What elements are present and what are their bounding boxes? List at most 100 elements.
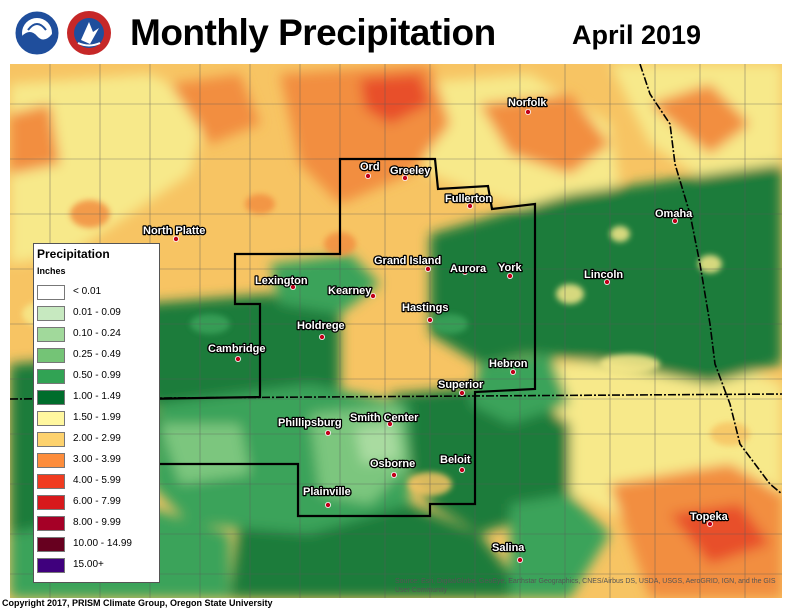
legend-swatch: [37, 327, 65, 342]
city-dot-icon: [386, 420, 393, 427]
city-dot-icon: [390, 471, 397, 478]
city-label: Cambridge: [208, 343, 265, 355]
legend-swatch: [37, 285, 65, 300]
legend-entry: 4.00 - 5.99: [37, 473, 155, 490]
city-label: Plainville: [303, 486, 351, 498]
city-dot-icon: [364, 173, 371, 180]
city-beloit: Beloit: [439, 453, 472, 473]
city-lexington: Lexington: [254, 274, 309, 290]
legend-swatch: [37, 558, 65, 573]
city-salina: Salina: [491, 541, 527, 563]
cwa-outline: [140, 157, 537, 518]
city-label: Kearney: [328, 285, 372, 297]
legend-entry: 3.00 - 3.99: [37, 452, 155, 469]
legend-swatch: [37, 453, 65, 468]
city-holdrege: Holdrege: [296, 319, 346, 340]
legend-entry: 10.00 - 14.99: [37, 536, 155, 553]
city-dot-icon: [401, 175, 408, 182]
city-label: Aurora: [450, 263, 487, 275]
city-dot-icon: [672, 217, 679, 224]
city-omaha: Omaha: [654, 207, 694, 224]
legend-swatch: [37, 537, 65, 552]
legend-title: Precipitation: [37, 247, 110, 261]
city-aurora: Aurora: [449, 262, 489, 277]
city-label: North Platte: [143, 225, 205, 237]
legend-label: 1.50 - 1.99: [73, 412, 121, 423]
legend-entry: 2.00 - 2.99: [37, 431, 155, 448]
city-grand-island: Grand Island: [373, 254, 443, 272]
map-period: April 2019: [572, 20, 702, 50]
city-dot-icon: [172, 235, 179, 242]
city-label: Grand Island: [374, 255, 441, 267]
city-norfolk: Norfolk: [507, 96, 549, 116]
city-dot-icon: [424, 265, 431, 272]
city-label: Topeka: [690, 511, 729, 523]
city-hastings: Hastings: [401, 301, 450, 323]
city-label: Norfolk: [508, 97, 547, 109]
city-markers: Norfolk Ord Greeley Fullerton North Platte Om…: [142, 96, 730, 563]
city-label: Beloit: [440, 454, 471, 466]
legend-label: 2.00 - 2.99: [73, 433, 121, 444]
legend-swatch: [37, 348, 65, 363]
city-dot-icon: [466, 202, 473, 209]
legend-entry: < 0.01: [37, 284, 155, 301]
legend-swatch: [37, 411, 65, 426]
map-header: Monthly Precipitation April 2019: [0, 0, 792, 64]
legend-label: 3.00 - 3.99: [73, 454, 121, 465]
city-dot-icon: [324, 429, 331, 436]
legend-entry: 6.00 - 7.99: [37, 494, 155, 511]
legend-label: 1.00 - 1.49: [73, 391, 121, 402]
legend-entry: 0.50 - 0.99: [37, 368, 155, 385]
city-label: Superior: [438, 379, 484, 391]
city-superior: Superior: [437, 378, 485, 396]
legend-swatch: [37, 495, 65, 510]
city-lincoln: Lincoln: [583, 268, 625, 285]
legend-label: 4.00 - 5.99: [73, 475, 121, 486]
city-dot-icon: [289, 283, 296, 290]
legend-label: 0.50 - 0.99: [73, 370, 121, 381]
city-topeka: Topeka: [689, 510, 730, 527]
precipitation-map[interactable]: Norfolk Ord Greeley Fullerton North Platte Om…: [10, 64, 782, 598]
city-label: Lincoln: [584, 269, 623, 281]
city-dot-icon: [516, 556, 523, 563]
city-dot-icon: [324, 501, 331, 508]
city-label: Ord: [360, 161, 380, 173]
city-dot-icon: [458, 466, 465, 473]
city-dot-icon: [525, 109, 532, 116]
city-label: Phillipsburg: [278, 417, 342, 429]
legend-swatch: [37, 432, 65, 447]
city-north-platte: North Platte: [142, 224, 207, 242]
city-greeley: Greeley: [389, 164, 433, 182]
legend-label: < 0.01: [73, 286, 102, 297]
city-smith-center: Smith Center: [349, 411, 420, 427]
city-dot-icon: [369, 292, 376, 299]
city-dot-icon: [318, 333, 325, 340]
city-fullerton: Fullerton: [444, 192, 494, 209]
city-label: Smith Center: [350, 412, 419, 424]
city-dot-icon: [458, 389, 465, 396]
city-plainville: Plainville: [302, 485, 352, 508]
city-label: Omaha: [655, 208, 693, 220]
city-dot-icon: [707, 520, 714, 527]
city-dot-icon: [426, 316, 433, 323]
city-dot-icon: [461, 268, 468, 275]
city-dot-icon: [234, 355, 241, 362]
legend-entry: 0.25 - 0.49: [37, 347, 155, 364]
map-title: Monthly Precipitation: [130, 12, 496, 53]
city-ord: Ord: [359, 160, 381, 180]
city-cambridge: Cambridge: [207, 342, 267, 362]
legend-label: 15.00+: [73, 559, 104, 570]
city-label: Hastings: [402, 302, 448, 314]
legend-entry: 15.00+: [37, 557, 155, 574]
city-label: Fullerton: [445, 193, 492, 205]
legend-entry: 0.01 - 0.09: [37, 305, 155, 322]
nws-logo-icon: [67, 11, 111, 55]
city-kearney: Kearney: [327, 284, 376, 299]
city-label: Salina: [492, 542, 525, 554]
legend-swatch: [37, 474, 65, 489]
city-label: Holdrege: [297, 320, 345, 332]
city-label: York: [498, 262, 523, 274]
legend-label: 6.00 - 7.99: [73, 496, 121, 507]
legend-entry: 8.00 - 9.99: [37, 515, 155, 532]
legend-label: 0.10 - 0.24: [73, 328, 121, 339]
